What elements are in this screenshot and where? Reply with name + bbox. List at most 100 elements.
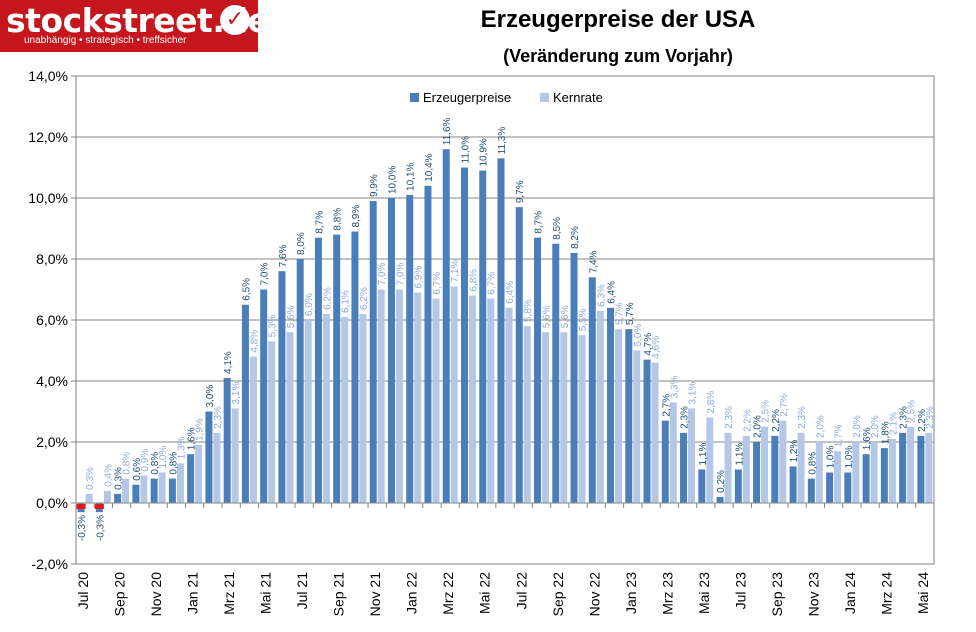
bar-erzeugerpreise	[369, 201, 377, 504]
y-tick-label: 12,0%	[28, 129, 68, 145]
data-label-kernrate: 5,6%	[542, 305, 553, 328]
negative-value-marker	[94, 504, 104, 509]
data-label-erzeugerpreise: 2,0%	[753, 415, 764, 438]
data-label-erzeugerpreise: 0,8%	[168, 452, 179, 475]
bar-kernrate	[688, 408, 696, 503]
data-label-kernrate: 6,8%	[468, 269, 479, 292]
data-label-erzeugerpreise: 2,2%	[917, 409, 928, 432]
x-tick-label: Sep 23	[769, 572, 785, 617]
negative-value-marker	[76, 504, 86, 509]
x-tick-label: Jan 22	[404, 572, 420, 614]
legend: Erzeugerpreise Kernrate	[410, 90, 603, 105]
data-label-kernrate: 6,4%	[505, 281, 516, 304]
data-label-erzeugerpreise: 0,2%	[716, 470, 727, 493]
x-tick-label: Sep 21	[331, 572, 347, 617]
data-label-kernrate: 3,1%	[688, 382, 699, 405]
data-label-kernrate: 6,7%	[487, 272, 498, 295]
data-label-kernrate: 4,8%	[249, 330, 260, 353]
bar-kernrate	[468, 295, 476, 503]
x-tick-label: Sep 20	[112, 572, 128, 617]
x-tick-label: Jul 22	[513, 572, 529, 610]
data-label-kernrate: 3,1%	[231, 382, 242, 405]
data-label-erzeugerpreise: 0,6%	[132, 458, 143, 481]
bar-kernrate	[377, 289, 385, 503]
data-label-erzeugerpreise: 10,4%	[424, 153, 435, 181]
data-label-kernrate: 5,5%	[578, 308, 589, 331]
bar-kernrate	[122, 478, 130, 503]
data-label-kernrate: 5,6%	[286, 305, 297, 328]
data-label-kernrate: 6,1%	[341, 290, 352, 313]
data-label-erzeugerpreise: 9,7%	[515, 180, 526, 203]
bar-kernrate	[268, 341, 276, 503]
bar-kernrate	[523, 326, 531, 503]
bar-kernrate	[815, 442, 823, 503]
x-tick-label: Jan 24	[842, 572, 858, 614]
data-label-erzeugerpreise: 11,0%	[460, 136, 471, 164]
bar-erzeugerpreise	[168, 478, 176, 503]
bar-erzeugerpreise	[150, 478, 158, 503]
data-label-erzeugerpreise: 8,7%	[534, 211, 545, 234]
data-label-kernrate: 5,7%	[615, 302, 626, 325]
data-label-kernrate: 0,3%	[85, 467, 96, 490]
bar-kernrate	[450, 286, 458, 503]
x-tick-label: Sep 22	[550, 572, 566, 617]
bar-erzeugerpreise	[607, 307, 615, 503]
data-label-erzeugerpreise: 1,6%	[862, 427, 873, 450]
data-label-erzeugerpreise: 7,0%	[260, 263, 271, 286]
bar-erzeugerpreise	[625, 329, 633, 503]
x-tick-label: Nov 20	[148, 572, 164, 617]
bar-kernrate	[414, 292, 422, 503]
chart-subtitle: (Veränderung zum Vorjahr)	[503, 46, 733, 66]
x-tick-label: Jul 21	[294, 572, 310, 610]
data-label-erzeugerpreise: 10,1%	[406, 162, 417, 190]
logo-tagline: unabhängig • strategisch • treffsicher	[24, 35, 187, 46]
bar-erzeugerpreise	[570, 252, 578, 503]
data-label-erzeugerpreise: 8,5%	[552, 217, 563, 240]
bar-kernrate	[834, 451, 842, 503]
bar-kernrate	[432, 298, 440, 503]
bar-erzeugerpreise	[534, 237, 542, 503]
bar-erzeugerpreise	[515, 207, 523, 503]
chart-title: Erzeugerpreise der USA	[480, 6, 756, 33]
data-label-erzeugerpreise: -0,3%	[95, 515, 106, 541]
data-label-kernrate: 6,9%	[414, 266, 425, 289]
bar-kernrate	[560, 332, 568, 503]
data-label-kernrate: 2,1%	[888, 412, 899, 435]
data-label-erzeugerpreise: 1,0%	[826, 446, 837, 469]
y-tick-label: 6,0%	[36, 312, 68, 328]
bar-erzeugerpreise	[205, 411, 213, 503]
data-label-erzeugerpreise: 2,7%	[661, 394, 672, 417]
bar-erzeugerpreise	[387, 198, 395, 503]
data-label-kernrate: 6,7%	[432, 272, 443, 295]
bar-erzeugerpreise	[223, 377, 231, 503]
data-label-erzeugerpreise: 6,5%	[241, 278, 252, 301]
data-label-erzeugerpreise: 2,3%	[899, 406, 910, 429]
data-label-kernrate: 0,4%	[103, 464, 114, 487]
bar-erzeugerpreise	[862, 454, 870, 503]
bar-kernrate	[85, 493, 93, 503]
bar-kernrate	[103, 490, 111, 503]
data-label-erzeugerpreise: 3,0%	[205, 385, 216, 408]
x-tick-label: Jan 21	[185, 572, 201, 614]
x-axis: Jul 20 Sep 20 Nov 20 Jan 21 Mrz 21 Mai 21 Jul …	[75, 502, 935, 617]
y-axis: -2,0% 0,0% 2,0% 4,0% 6,0% 8,0% 10,0% 12,0% 14,0%	[28, 68, 76, 572]
data-label-kernrate: 2,5%	[907, 400, 918, 423]
bar-kernrate	[651, 362, 659, 503]
bar-erzeugerpreise	[497, 158, 505, 503]
data-label-erzeugerpreise: 1,8%	[880, 421, 891, 444]
data-label-kernrate: 1,3%	[176, 436, 187, 459]
x-tick-label: Mai 22	[477, 572, 493, 614]
data-label-kernrate: 1,7%	[834, 424, 845, 447]
x-tick-label: Nov 21	[367, 572, 383, 617]
x-tick-label: Nov 22	[586, 572, 602, 617]
bar-kernrate	[888, 438, 896, 503]
data-label-kernrate: 2,0%	[870, 415, 881, 438]
bar-erzeugerpreise	[771, 435, 779, 503]
bar-erzeugerpreise	[424, 185, 432, 504]
data-label-kernrate: 7,0%	[377, 263, 388, 286]
bar-kernrate	[341, 316, 349, 503]
data-label-erzeugerpreise: 11,3%	[497, 127, 508, 155]
data-label-erzeugerpreise: 0,3%	[114, 467, 125, 490]
bar-kernrate	[797, 432, 805, 503]
check-icon: ✓	[220, 5, 250, 35]
